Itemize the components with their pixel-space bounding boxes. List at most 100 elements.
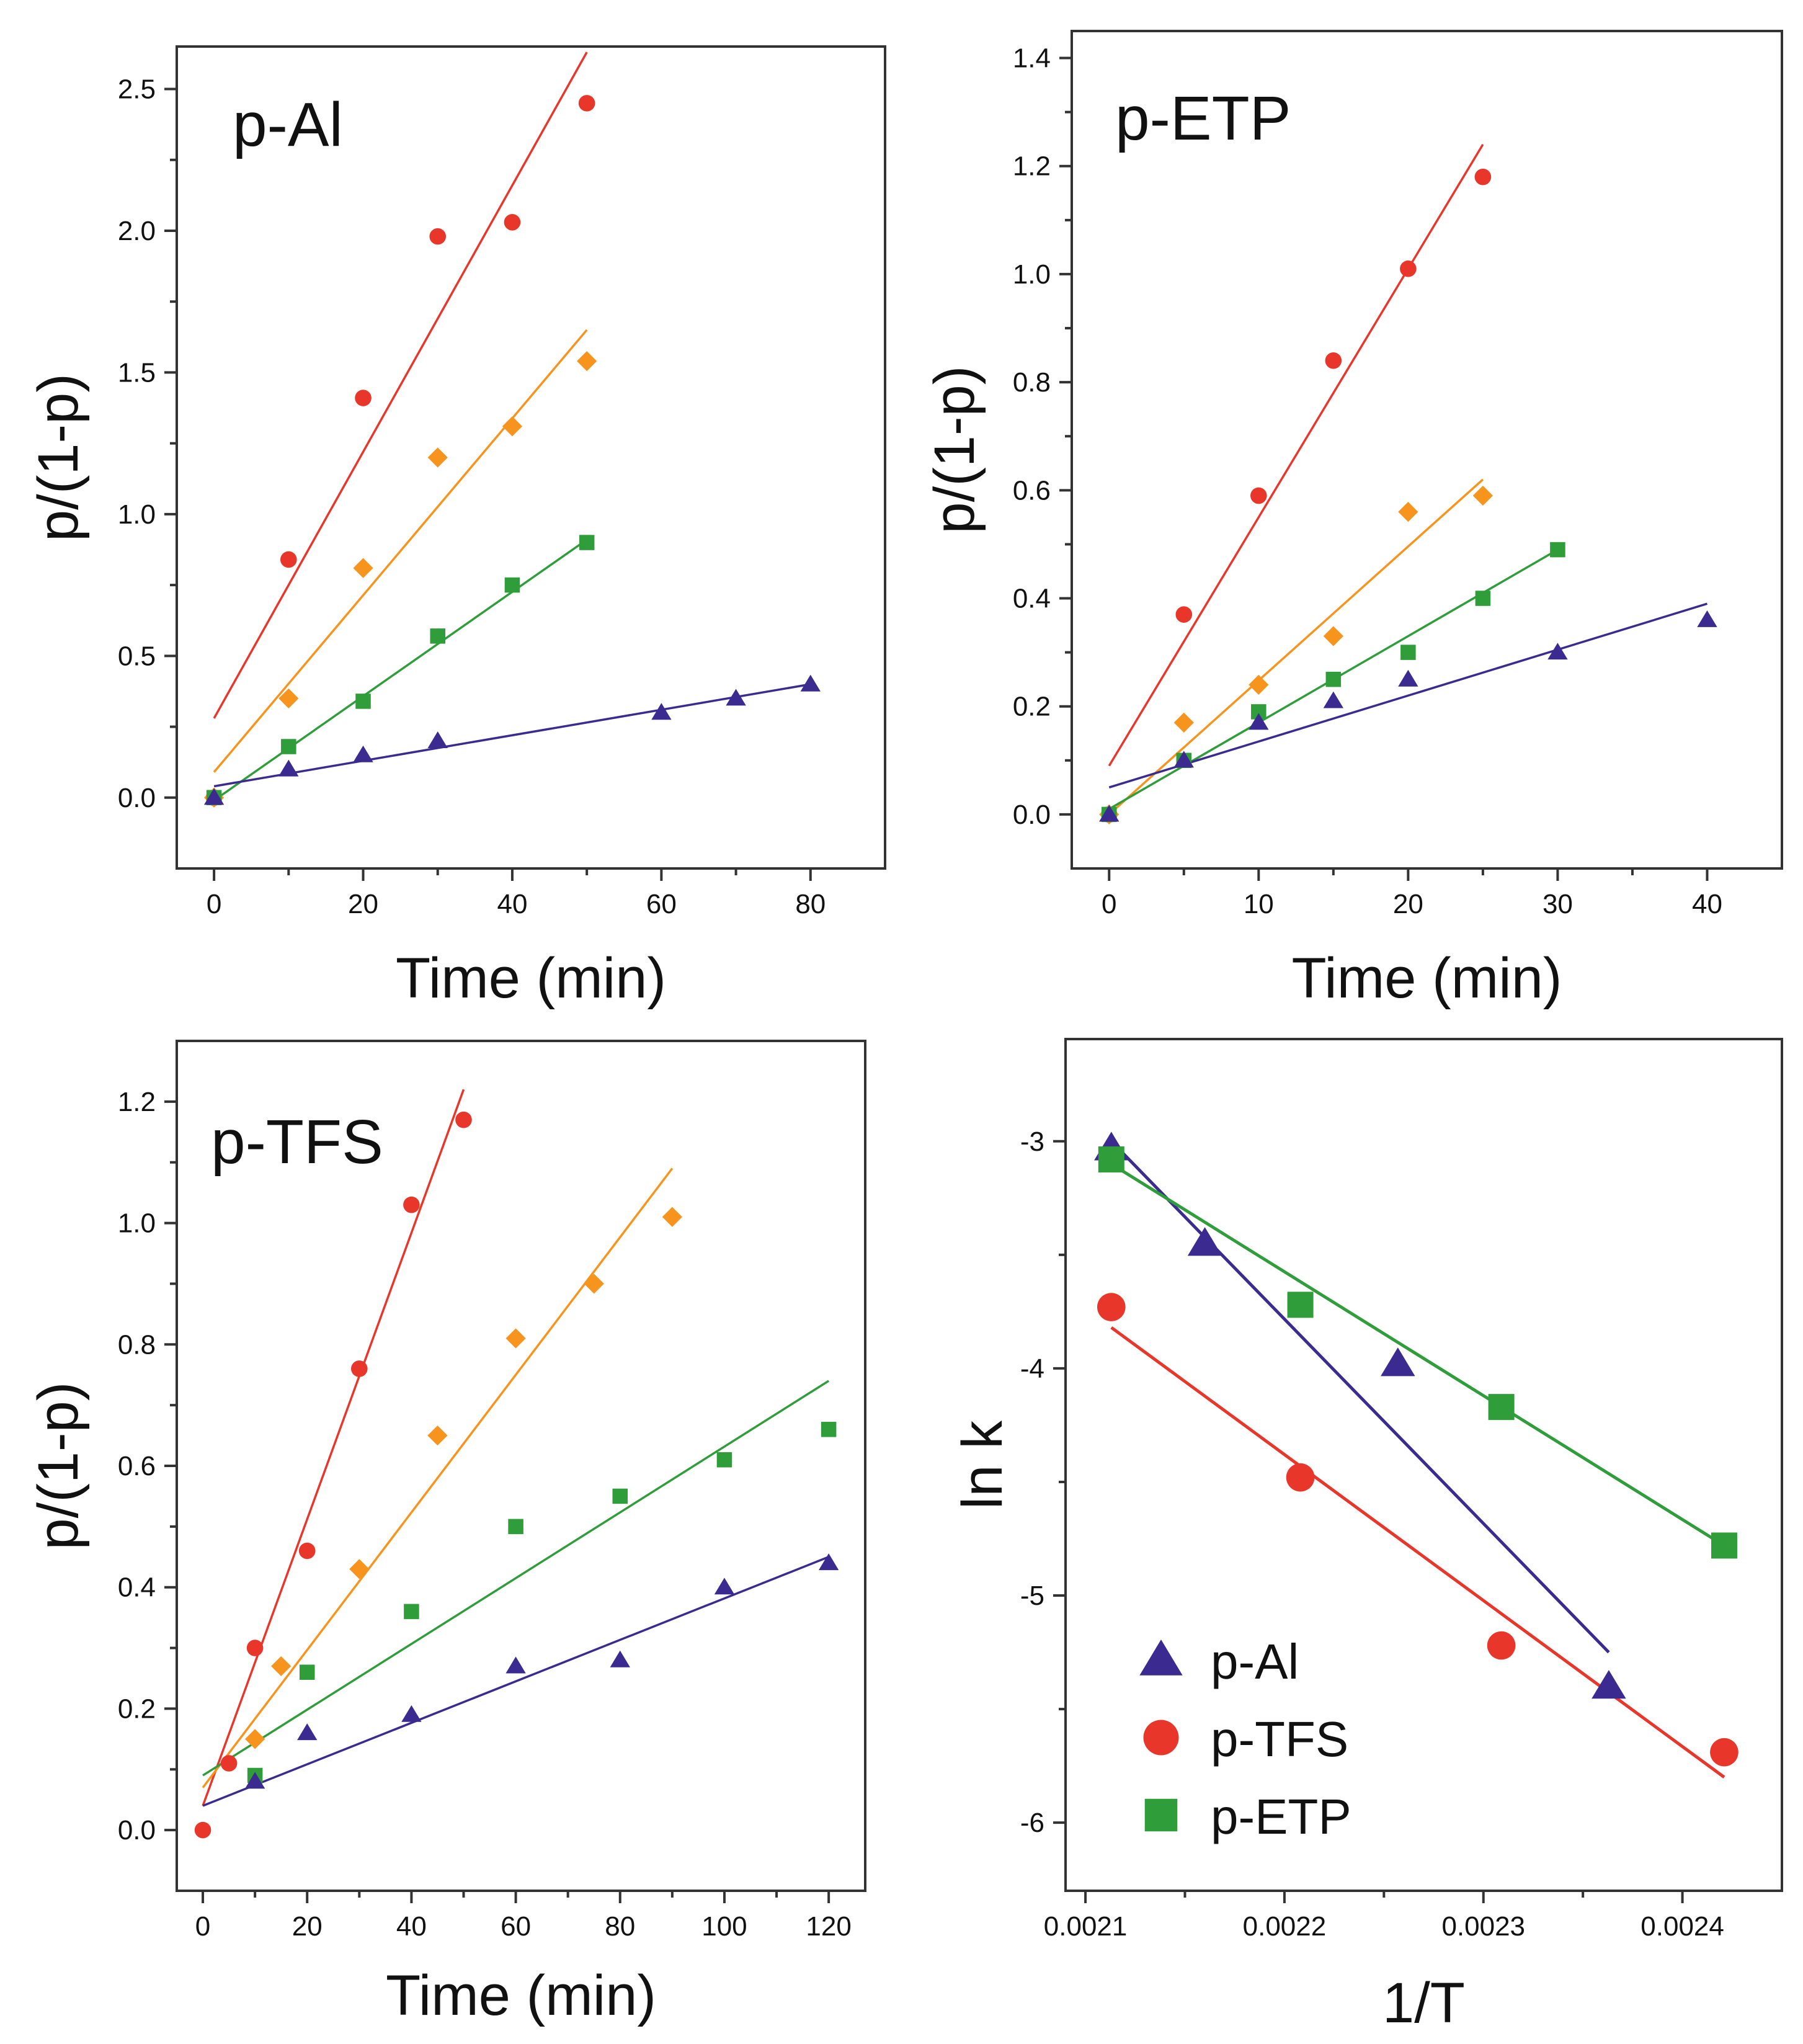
- data-point-green: [430, 628, 445, 644]
- x-tick-label: 0.0023: [1441, 1911, 1525, 1942]
- y-axis-title: p/(1-p): [923, 366, 986, 534]
- fit-line-orange: [1108, 478, 1484, 816]
- legend-marker-p-etp: [1144, 1798, 1178, 1832]
- y-tick-label: 0.8: [1013, 367, 1051, 398]
- fit-line-p-tfs: [1110, 1326, 1725, 1778]
- y-tick-label: 1.4: [1013, 43, 1051, 74]
- data-point-red: [280, 551, 297, 568]
- y-tick-label: 2.0: [118, 216, 156, 246]
- x-tick-label: 0.0021: [1044, 1911, 1128, 1942]
- data-point-red: [351, 1360, 368, 1377]
- data-point-red: [1250, 487, 1267, 504]
- x-tick-label: 0: [195, 1911, 210, 1942]
- data-point-orange: [505, 1328, 526, 1349]
- data-point-orange: [1323, 626, 1343, 646]
- x-tick-label: 60: [646, 889, 677, 919]
- y-tick-label: 1.2: [118, 1087, 156, 1117]
- data-point-purple: [401, 1705, 422, 1722]
- data-point-purple: [297, 1723, 318, 1741]
- x-tick-label: 40: [396, 1911, 427, 1942]
- data-point-red: [429, 228, 447, 245]
- y-tick-label: 0.2: [1013, 692, 1051, 722]
- data-point-purple: [1323, 691, 1344, 708]
- data-point-orange: [278, 688, 299, 708]
- data-point-p-al: [1187, 1227, 1222, 1256]
- data-point-p-tfs: [1710, 1738, 1738, 1767]
- x-tick-label: 60: [501, 1911, 531, 1942]
- fit-line-green: [213, 538, 588, 801]
- fit-line-purple: [213, 683, 811, 788]
- panel-title: p-TFS: [211, 1107, 383, 1177]
- data-point-green: [612, 1488, 628, 1504]
- y-tick-label: 0.8: [118, 1329, 156, 1360]
- panel-title: p-Al: [233, 90, 343, 159]
- data-point-purple: [278, 759, 299, 777]
- y-tick-label: 0.6: [118, 1451, 156, 1481]
- data-point-p-etp: [1098, 1146, 1124, 1173]
- data-point-purple: [726, 689, 746, 706]
- data-point-purple: [651, 703, 672, 720]
- y-tick-label: 1.2: [1013, 151, 1051, 182]
- x-tick-label: 80: [795, 889, 826, 919]
- data-point-red: [298, 1542, 316, 1560]
- y-tick-label: 0.4: [118, 1573, 156, 1603]
- data-point-orange: [427, 447, 448, 468]
- x-tick-label: 100: [701, 1911, 747, 1942]
- panel-p-etp: 0 10 20 30 40 0.0 0.2 0.4 0.6 0.8 1.0 1.2 1.4 Time (m…: [923, 30, 1783, 1010]
- y-tick-label: 1.5: [118, 357, 156, 388]
- legend-label: p-Al: [1211, 1634, 1299, 1689]
- x-tick-label: 20: [348, 889, 378, 919]
- x-tick-label: 40: [497, 889, 527, 919]
- data-point-green: [281, 739, 296, 754]
- data-point-green: [1400, 645, 1416, 660]
- data-point-red: [1400, 260, 1417, 277]
- data-point-red: [403, 1196, 420, 1213]
- data-point-purple: [800, 674, 821, 692]
- data-point-green: [821, 1422, 837, 1437]
- panel-p-al: 0 20 40 60 80 0.0 0.5 1.0 1.5 2.0 2.5 Time (min) p/(…: [27, 45, 886, 1010]
- fit-line-green: [202, 1380, 830, 1777]
- data-point-orange: [1472, 485, 1493, 506]
- data-point-p-tfs: [1097, 1293, 1126, 1321]
- y-tick-label: 0.2: [118, 1694, 156, 1724]
- x-axis-title: Time (min): [386, 1964, 656, 2027]
- data-point-p-tfs: [1286, 1463, 1315, 1492]
- data-point-green: [508, 1519, 523, 1535]
- y-axis-title: p/(1-p): [27, 1382, 90, 1550]
- fit-line-orange: [213, 329, 588, 773]
- x-axis-title: Time (min): [1291, 947, 1562, 1010]
- x-tick-label: 0.0022: [1243, 1911, 1327, 1942]
- x-tick-label: 20: [292, 1911, 323, 1942]
- panel-arrhenius: 0.0021 0.0022 0.0023 0.0024 -6 -5 -4 -3 1/T ln k p…: [951, 1038, 1783, 2035]
- panel-title: p-ETP: [1115, 84, 1291, 153]
- data-point-orange: [1398, 502, 1418, 522]
- data-point-purple: [1547, 643, 1568, 660]
- data-point-purple: [353, 745, 373, 762]
- data-point-green: [355, 694, 371, 709]
- x-tick-label: 30: [1543, 889, 1573, 919]
- legend-marker-p-tfs: [1143, 1720, 1179, 1756]
- data-point-p-tfs: [1487, 1631, 1516, 1660]
- data-point-orange: [427, 1425, 448, 1446]
- y-tick-label: 1.0: [118, 499, 156, 530]
- legend-marker-p-al: [1139, 1640, 1183, 1676]
- fit-line-p-etp: [1110, 1163, 1725, 1547]
- data-point-purple: [1398, 669, 1418, 687]
- data-point-orange: [271, 1656, 292, 1677]
- data-point-green: [1550, 542, 1565, 558]
- data-point-orange: [584, 1274, 604, 1294]
- data-point-red: [246, 1640, 264, 1656]
- data-point-p-etp: [1711, 1532, 1737, 1559]
- data-point-orange: [577, 351, 597, 372]
- data-point-orange: [502, 416, 523, 437]
- y-tick-label: 0.0: [118, 783, 156, 813]
- y-axis-title: ln k: [951, 1420, 1014, 1509]
- data-point-orange: [245, 1729, 265, 1749]
- data-point-orange: [1249, 674, 1269, 695]
- data-point-purple: [203, 788, 225, 805]
- x-tick-label: 0: [1102, 889, 1116, 919]
- fit-line-orange: [202, 1167, 674, 1788]
- data-point-orange: [1173, 712, 1194, 733]
- data-point-purple: [1173, 751, 1194, 768]
- data-point-red: [220, 1755, 238, 1772]
